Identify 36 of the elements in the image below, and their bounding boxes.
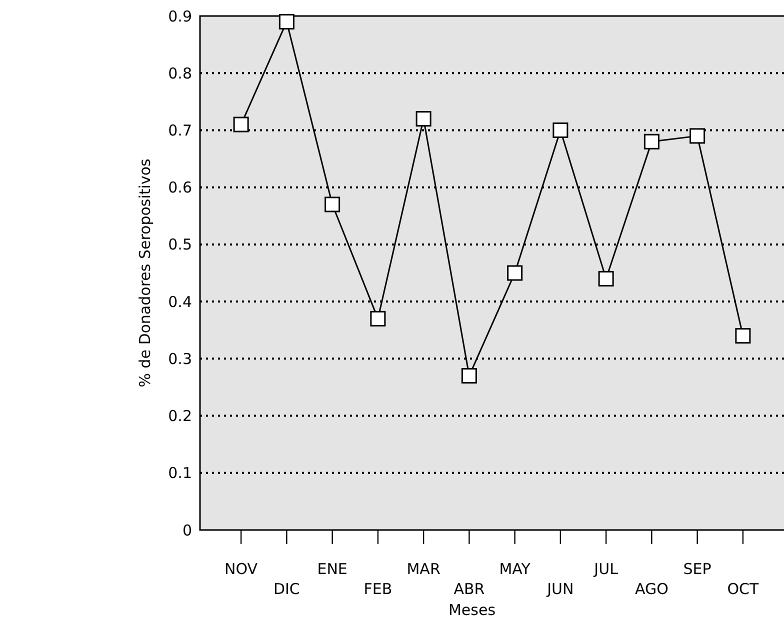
x-tick-label: MAR [406,560,440,578]
y-axis-title: % de Donadores Seropositivos [136,158,154,388]
point [690,128,706,144]
x-tick-label: ABR [454,580,485,598]
y-tick-label: 0.8 [168,64,192,82]
x-tick-label: AGO [634,580,668,598]
y-tick-label: 0 [182,521,192,540]
x-tick-label: ENE [317,560,348,578]
x-tick-label: FEB [364,580,392,598]
x-tick-label: OCT [727,580,760,598]
point [416,111,432,127]
point [461,368,477,384]
x-tick-label: JUN [546,580,574,598]
x-tick-label: NOV [224,560,258,578]
y-tick-label: 0.3 [168,350,192,368]
y-tick-label: 0.5 [168,236,192,254]
y-tick-label: 0.7 [168,121,192,140]
y-tick-label: 0.4 [168,292,192,311]
point [644,134,660,150]
point [324,196,340,212]
point [278,14,294,30]
x-tick-label: SEP [683,560,712,578]
y-tick-label: 0.2 [168,407,192,426]
point [598,270,614,286]
y-tick-label: 0.9 [168,7,192,26]
point [370,310,386,326]
x-tick-label: MAY [499,560,532,578]
point [552,122,568,138]
point [233,116,249,132]
y-tick-label: 0.6 [168,178,192,197]
point [507,265,523,281]
x-tick-label: DIC [273,580,300,598]
point [735,328,751,344]
y-tick-label: 0.1 [168,464,192,482]
x-axis-title: Meses [448,601,496,619]
x-tick-label: JUL [593,560,619,578]
